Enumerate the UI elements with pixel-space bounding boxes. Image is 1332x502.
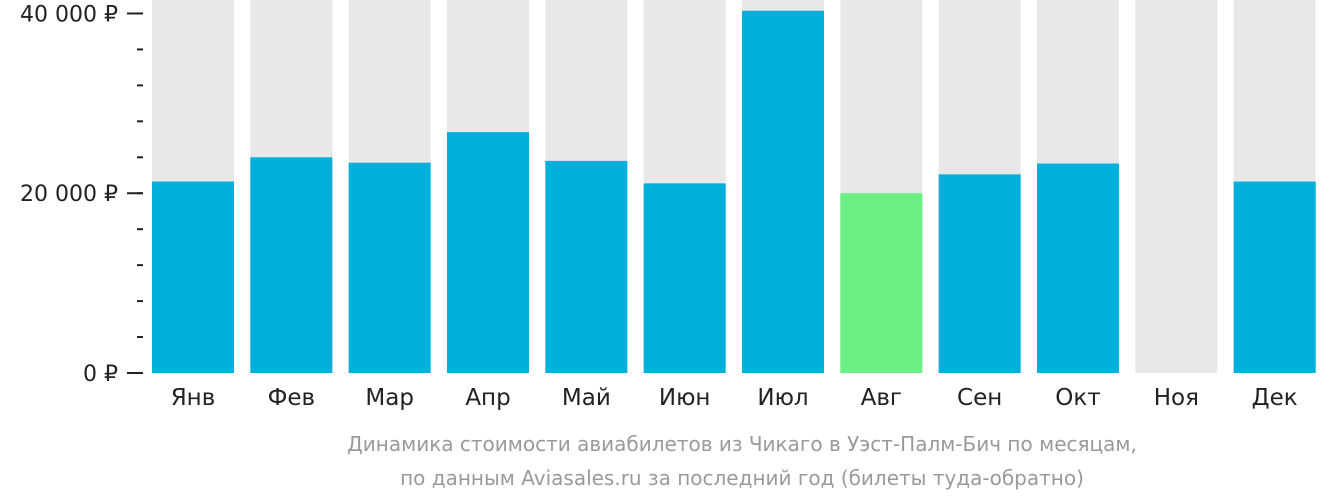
bar-5	[545, 160, 628, 373]
x-tick-label: Авг	[861, 385, 902, 411]
x-tick-label: Окт	[1055, 385, 1100, 411]
price-bars	[152, 10, 1316, 373]
x-tick-label: Апр	[465, 385, 510, 411]
x-tick-label: Ноя	[1154, 385, 1199, 411]
y-tick-label: 20 000 ₽	[20, 182, 118, 207]
y-tick-label: 0 ₽	[83, 362, 118, 387]
x-tick-label: Сен	[957, 385, 1002, 411]
price-bar-chart: 0 ₽ 20 000 ₽ 40 000 ₽ Янв Фев Мар Апр Май Июн Ию…	[20, 0, 1316, 411]
bar-8	[840, 193, 923, 373]
bar-10	[1037, 163, 1119, 373]
bar-2	[250, 157, 333, 373]
bar-7	[742, 10, 824, 373]
x-tick-label: Дек	[1252, 385, 1298, 411]
bar-12	[1233, 181, 1316, 373]
bar-9	[938, 174, 1021, 373]
bar-4	[447, 132, 529, 373]
bar-1	[152, 181, 234, 373]
x-tick-label: Янв	[171, 385, 216, 411]
x-tick-label: Май	[562, 385, 611, 411]
x-axis: Янв Фев Мар Апр Май Июн Июл Авг Сен Окт Ноя Дек	[171, 385, 1298, 411]
chart-caption-line-2: по данным Aviasales.ru за последний год …	[400, 466, 1084, 490]
y-tick-label: 40 000 ₽	[20, 2, 118, 27]
x-tick-label: Июл	[757, 385, 808, 411]
bar-3	[348, 162, 431, 373]
y-axis: 0 ₽ 20 000 ₽ 40 000 ₽	[20, 2, 143, 387]
x-tick-label: Фев	[268, 385, 316, 411]
x-tick-label: Мар	[365, 385, 414, 411]
bar-6	[643, 183, 726, 373]
bar-background-11	[1135, 0, 1218, 373]
chart-caption-line-1: Динамика стоимости авиабилетов из Чикаго…	[347, 432, 1137, 456]
x-tick-label: Июн	[659, 385, 711, 411]
